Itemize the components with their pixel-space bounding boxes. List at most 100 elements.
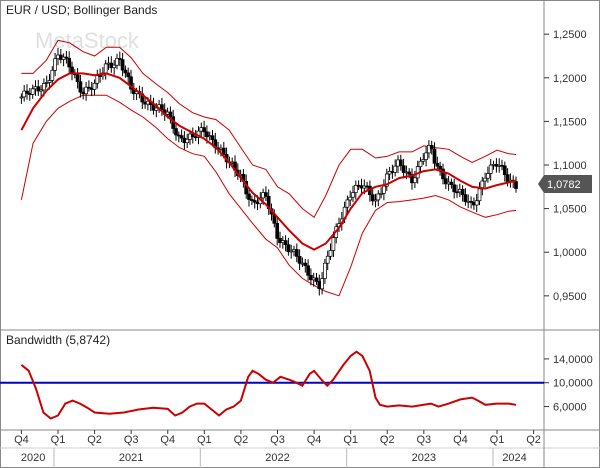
candle-body [384, 173, 389, 187]
candle [22, 85, 27, 102]
candle [452, 178, 457, 199]
candle [168, 106, 173, 124]
candle-body [300, 262, 305, 265]
candle-body [376, 193, 381, 201]
candle [289, 244, 294, 259]
candle [486, 166, 490, 183]
candle [432, 142, 437, 171]
candle-body [22, 90, 27, 98]
candle [373, 193, 378, 208]
candle [449, 178, 454, 189]
candle-body [303, 262, 308, 267]
quarter-label: Q4 [307, 434, 322, 446]
candle [64, 50, 69, 64]
candle-body [174, 128, 178, 136]
candle [379, 187, 383, 199]
candle-body [202, 127, 206, 133]
candle-body [502, 165, 507, 176]
candle-body [36, 86, 41, 92]
quarter-label: Q1 [343, 434, 358, 446]
candle [252, 194, 257, 209]
candle [247, 187, 251, 207]
quarter-label: Q4 [160, 434, 175, 446]
candle-body [469, 200, 473, 203]
candle-body [370, 194, 375, 202]
bandwidth-y-tick-label: 6,0000 [553, 402, 587, 414]
candle-body [373, 199, 378, 202]
candle [384, 168, 389, 191]
candle-body [325, 255, 330, 264]
candle-body [115, 58, 119, 66]
candle-body [331, 237, 336, 251]
candle [303, 259, 308, 273]
price-y-tick-label: 1,2500 [553, 29, 587, 41]
last-price-label: 1,0782 [547, 179, 581, 191]
candle [376, 190, 381, 207]
candle-body [221, 147, 226, 155]
candle [25, 84, 29, 100]
candle [117, 51, 122, 67]
candle [328, 243, 333, 260]
candle [443, 171, 448, 190]
candle-body [413, 177, 417, 184]
candlesticks [19, 48, 518, 296]
candle-body [275, 222, 280, 239]
candle [115, 53, 119, 70]
candle-body [44, 82, 49, 84]
candle [126, 67, 131, 84]
year-label: 2024 [502, 452, 526, 464]
candle [488, 159, 493, 181]
year-label: 2020 [21, 452, 45, 464]
candle-body [466, 200, 471, 203]
candle-body [488, 164, 493, 174]
candle [92, 79, 97, 96]
candle-body [117, 58, 122, 60]
candle-body [407, 171, 412, 175]
candle [160, 97, 164, 116]
candle [78, 75, 83, 98]
candle [75, 68, 80, 89]
candle-body [435, 162, 440, 167]
quarter-label: Q2 [234, 434, 249, 446]
candle [190, 127, 195, 144]
candle [84, 82, 88, 101]
candle [264, 186, 268, 201]
candle [438, 161, 442, 176]
candle [483, 172, 487, 188]
quarter-label: Q1 [490, 434, 505, 446]
candle [297, 249, 302, 270]
candle-body [309, 274, 313, 281]
quarter-label: Q3 [124, 434, 139, 446]
candle-body [283, 240, 288, 246]
candle [463, 188, 468, 206]
candle-body [185, 138, 190, 144]
candle [39, 85, 43, 98]
candle-body [154, 107, 159, 111]
candle-body [210, 135, 215, 141]
quarter-label: Q4 [453, 434, 468, 446]
candle-body [252, 200, 257, 203]
candle-body [438, 165, 442, 170]
candle-body [421, 159, 426, 162]
candle-body [129, 76, 133, 90]
candle-body [289, 250, 294, 253]
candle-body [112, 64, 117, 69]
quarter-label: Q2 [526, 434, 541, 446]
candle [353, 180, 358, 200]
candle [320, 272, 324, 295]
candle-body [78, 81, 83, 93]
candle-body [452, 184, 457, 193]
candle-body [328, 250, 333, 257]
candle [283, 235, 288, 252]
candle-body [483, 177, 487, 182]
candle [314, 273, 319, 285]
candle-body [356, 184, 361, 187]
bandwidth-y-tick-label: 10,0000 [553, 378, 593, 390]
year-label: 2023 [412, 452, 436, 464]
candle-body [103, 63, 108, 74]
candle [309, 268, 313, 286]
candle-body [168, 111, 173, 118]
candle [120, 52, 125, 77]
candle-body [382, 185, 386, 194]
